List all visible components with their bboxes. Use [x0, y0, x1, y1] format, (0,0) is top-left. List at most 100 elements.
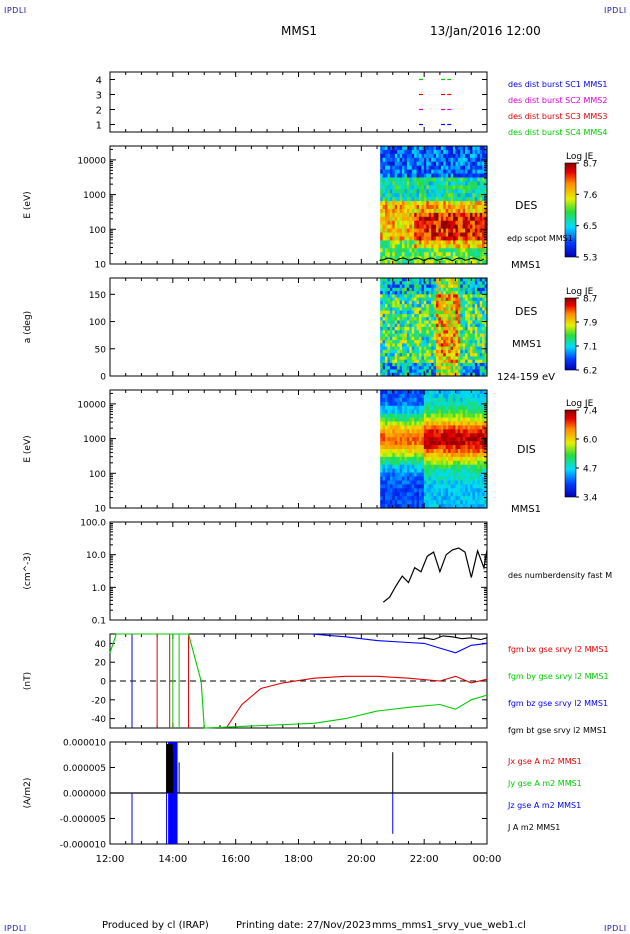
dis_energy-heatmap-cell	[467, 449, 471, 454]
des_pitch-heatmap-cell	[392, 369, 396, 374]
dis_energy-heatmap-cell	[484, 504, 488, 509]
dis_energy-heatmap-cell	[477, 452, 481, 458]
dis_energy-heatmap-cell	[457, 441, 461, 446]
des_pitch-heatmap-cell	[416, 313, 420, 318]
dis_energy-heatmap-cell	[409, 433, 413, 438]
dis_energy-heatmap-cell	[433, 488, 437, 493]
des_pitch-heatmap-cell	[428, 349, 432, 354]
dis_energy-heatmap-cell	[470, 472, 474, 478]
des_pitch-heatmap-cell	[448, 287, 452, 292]
des_energy-heatmap-cell	[406, 244, 410, 249]
dis_energy-heatmap-cell	[389, 464, 393, 470]
des_energy-heatmap-cell	[421, 240, 425, 245]
dis_energy-heatmap-cell	[404, 425, 408, 430]
dis_energy-heatmap-cell	[416, 476, 420, 482]
dis_energy-heatmap-cell	[394, 484, 398, 489]
des_energy-heatmap-cell	[438, 173, 442, 179]
des_pitch-heatmap-cell	[482, 291, 486, 295]
des_energy-heatmap-cell	[436, 220, 440, 226]
des_pitch-heatmap-cell	[397, 287, 401, 292]
des_pitch-heatmap-cell	[472, 346, 476, 351]
dis_energy-heatmap-cell	[467, 452, 471, 458]
des_pitch-heatmap-cell	[419, 287, 423, 292]
des_pitch-heatmap-cell	[409, 340, 413, 344]
dis_energy-heatmap-cell	[438, 401, 442, 407]
des_pitch-heatmap-cell	[380, 310, 384, 315]
dis_energy-colorbar-tick-label: 3.4	[583, 494, 598, 504]
des_pitch-heatmap-cell	[428, 284, 432, 289]
des_energy-heatmap-cell	[431, 153, 435, 159]
des_pitch-heatmap-cell	[392, 362, 396, 367]
dis_energy-heatmap-cell	[440, 393, 444, 399]
des_energy-heatmap-cell	[421, 252, 425, 257]
des_energy-heatmap-cell	[380, 165, 384, 171]
des_energy-heatmap-cell	[397, 153, 401, 159]
des_energy-heatmap-cell	[392, 208, 396, 214]
des_energy-heatmap-cell	[438, 205, 442, 210]
des_pitch-heatmap-cell	[394, 372, 398, 377]
des_energy-heatmap-cell	[472, 205, 476, 210]
des_pitch-heatmap-cell	[450, 291, 454, 295]
dis_energy-heatmap-cell	[445, 452, 449, 458]
dis_energy-heatmap-cell	[380, 456, 384, 462]
des_pitch-heatmap-cell	[482, 304, 486, 308]
dis_energy-heatmap-cell	[467, 500, 471, 505]
des_energy-heatmap-cell	[474, 232, 478, 238]
des_energy-heatmap-cell	[479, 216, 483, 222]
dis_energy-heatmap-cell	[416, 417, 420, 423]
des_pitch-heatmap-cell	[467, 369, 471, 374]
des_energy-heatmap-cell	[457, 248, 461, 253]
des_pitch-heatmap-cell	[426, 287, 430, 292]
des_energy-heatmap-cell	[457, 149, 461, 155]
des_energy-heatmap-cell	[450, 201, 454, 206]
des_pitch-heatmap-cell	[477, 287, 481, 292]
dis_energy-heatmap-cell	[414, 464, 418, 470]
des_energy-heatmap-cell	[438, 165, 442, 171]
dis_energy-heatmap-cell	[380, 500, 384, 505]
scpot-trace	[379, 257, 485, 262]
des_energy-heatmap-cell	[453, 216, 457, 222]
des_energy-heatmap-cell	[402, 189, 406, 194]
des_pitch-heatmap-cell	[380, 330, 384, 335]
dis_energy-heatmap-cell	[445, 421, 449, 426]
des_energy-heatmap-cell	[433, 256, 437, 261]
dis_energy-heatmap-cell	[474, 456, 478, 462]
des_pitch-heatmap-cell	[465, 336, 469, 341]
des_energy-heatmap-cell	[479, 220, 483, 226]
des_energy-heatmap-cell	[411, 177, 415, 182]
des_pitch-heatmap-cell	[470, 327, 474, 331]
des_pitch-heatmap-cell	[455, 300, 459, 305]
dis_energy-heatmap-cell	[450, 425, 454, 430]
des_pitch-heatmap-cell	[455, 353, 459, 357]
des_pitch-heatmap-cell	[397, 336, 401, 341]
des_pitch-heatmap-cell	[416, 304, 420, 308]
des_energy-heatmap-cell	[416, 220, 420, 226]
dis_energy-heatmap-cell	[416, 488, 420, 493]
dis_energy-heatmap-cell	[445, 476, 449, 482]
des_pitch-heatmap-cell	[462, 349, 466, 354]
des_energy-heatmap-cell	[472, 161, 476, 167]
corner-label-top-right: IPDLI	[604, 6, 627, 15]
dis_energy-heatmap-cell	[436, 492, 440, 497]
des_pitch-heatmap-cell	[450, 372, 454, 377]
des_energy-heatmap-cell	[426, 165, 430, 171]
dis_energy-heatmap-cell	[472, 429, 476, 434]
des_energy-heatmap-cell	[445, 228, 449, 234]
des_pitch-heatmap-cell	[392, 313, 396, 318]
des_pitch-heatmap-cell	[467, 372, 471, 377]
dis_energy-heatmap-cell	[472, 409, 476, 415]
dis_energy-heatmap-cell	[426, 421, 430, 426]
dis_energy-heatmap-cell	[414, 484, 418, 489]
des_energy-heatmap-cell	[448, 157, 452, 163]
des_energy-heatmap-cell	[438, 201, 442, 206]
des_pitch-heatmap-cell	[411, 372, 415, 377]
dis_energy-heatmap-cell	[470, 405, 474, 411]
des_energy-heatmap-cell	[392, 161, 396, 167]
des_pitch-heatmap-cell	[392, 346, 396, 351]
des_pitch-heatmap-cell	[419, 333, 423, 338]
dis_energy-heatmap-cell	[423, 413, 427, 419]
des_pitch-heatmap-cell	[457, 333, 461, 338]
dis_energy-heatmap-cell	[438, 460, 442, 466]
des_energy-heatmap-cell	[448, 197, 452, 202]
des_energy-heatmap-cell	[414, 185, 418, 190]
